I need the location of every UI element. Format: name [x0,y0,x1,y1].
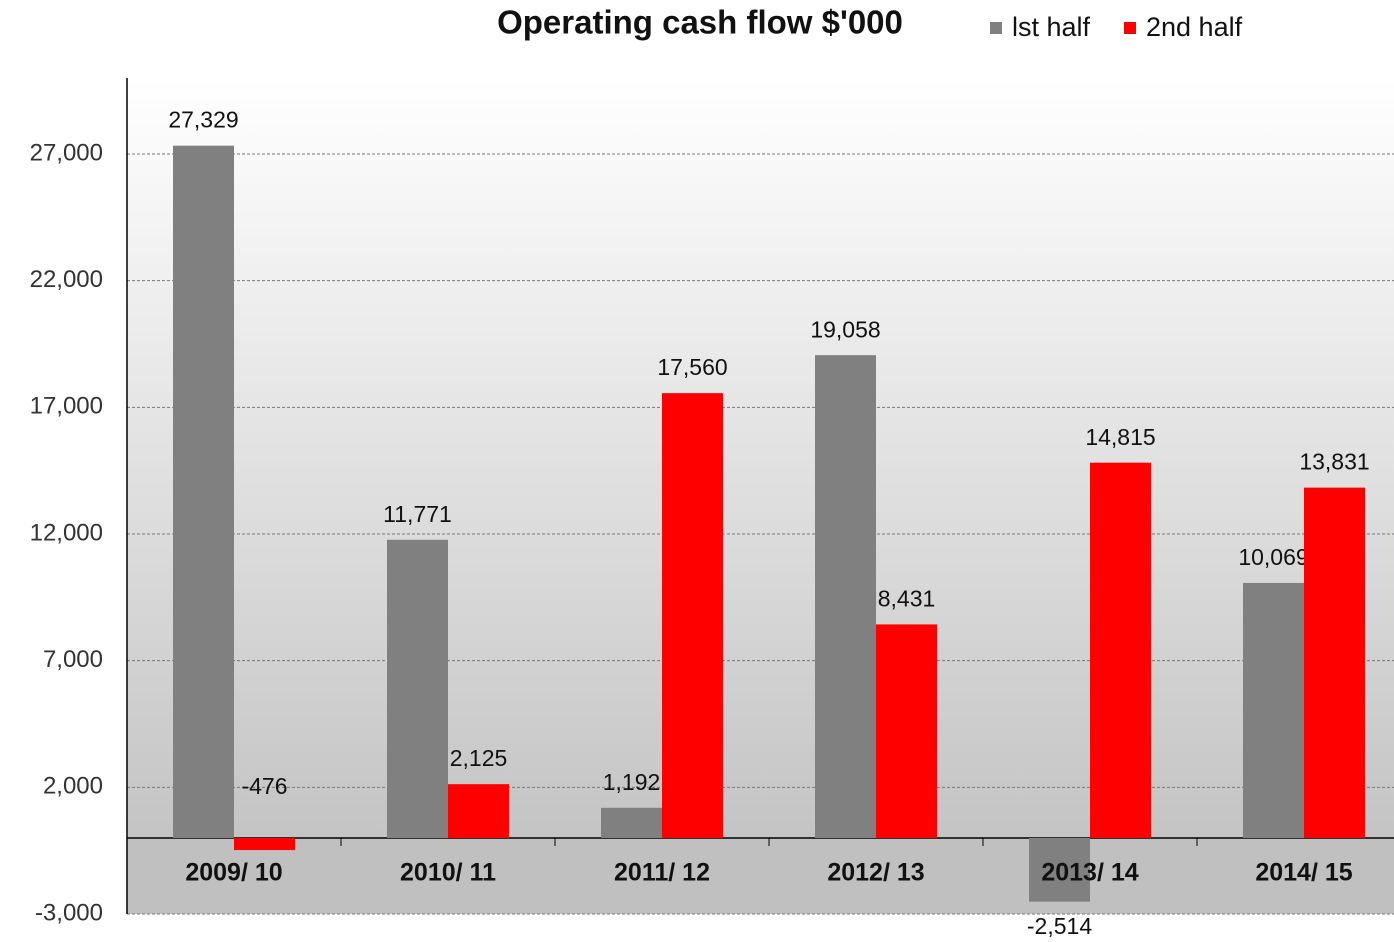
bar [601,807,662,838]
bar [815,355,876,838]
bar [876,624,937,838]
value-label: -2,514 [1027,913,1092,939]
value-label: 10,069 [1238,544,1308,570]
x-tick-label: 2014/ 15 [1255,859,1352,887]
bar [1304,487,1365,838]
legend-label: lst half [1012,12,1091,42]
value-label: 19,058 [810,316,880,342]
bar [234,838,295,851]
plot-background [127,78,1394,838]
bar [1243,582,1304,838]
bar [1029,838,1090,902]
x-tick-label: 2010/ 11 [400,859,496,887]
value-label: 2,125 [450,745,508,771]
negative-band [127,838,1394,914]
x-tick-label: 2011/ 12 [614,859,710,887]
y-tick-label: 27,000 [30,139,103,166]
x-tick-label: 2012/ 13 [827,859,924,887]
y-tick-label: 7,000 [43,646,103,673]
value-label: 14,815 [1085,424,1155,450]
x-tick-label: 2013/ 14 [1041,859,1138,887]
bar [662,393,723,838]
y-tick-label: 12,000 [30,519,103,546]
value-label: 1,192 [603,769,661,795]
y-tick-label: -3,000 [35,899,103,926]
value-label: -476 [241,773,287,799]
legend-label: 2nd half [1146,12,1243,42]
y-tick-label: 17,000 [30,393,103,420]
value-label: 11,771 [383,501,452,527]
value-label: 8,431 [878,585,936,611]
bar [387,539,448,838]
value-label: 17,560 [657,354,727,380]
legend-swatch [990,22,1002,34]
bar [448,784,509,838]
legend-swatch [1124,22,1136,34]
bar [173,145,234,838]
value-label: 13,831 [1299,449,1369,475]
bar [1090,462,1151,838]
y-tick-label: 2,000 [43,773,103,800]
y-tick-label: 22,000 [30,266,103,293]
chart-title: Operating cash flow $'000 [497,4,903,41]
x-tick-label: 2009/ 10 [185,859,282,887]
value-label: 27,329 [168,107,238,133]
